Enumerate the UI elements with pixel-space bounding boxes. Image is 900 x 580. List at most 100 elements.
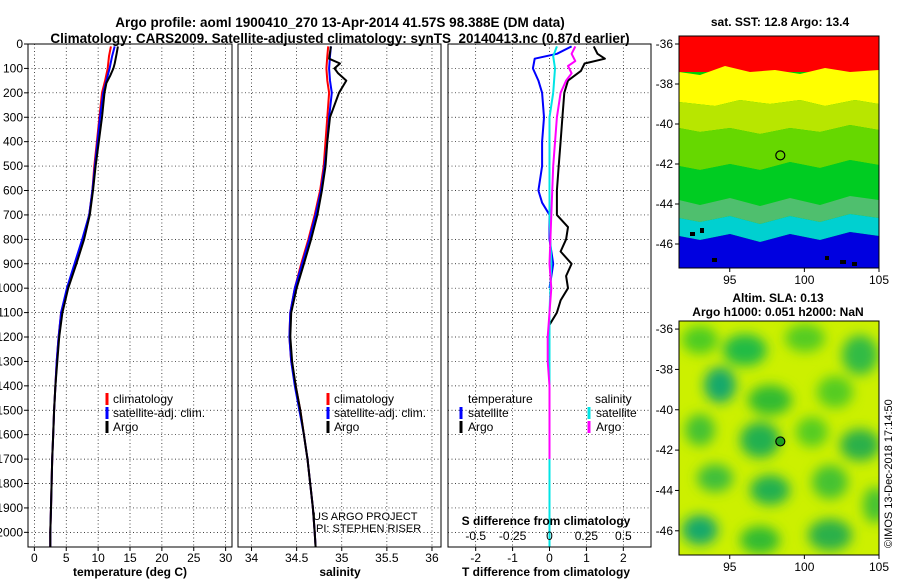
depth-tick-label: 1400	[0, 379, 23, 393]
depth-tick-label: 1300	[0, 354, 23, 368]
lon-tick-label: 105	[869, 273, 889, 287]
depth-tick-label: 300	[3, 110, 23, 124]
legend-argo-label: Argo	[334, 420, 360, 434]
s-diff-tick-label: 0.5	[615, 529, 632, 543]
sla-lat-axis: -36 -38 -40 -42 -44 -46	[656, 322, 679, 538]
depth-tick-label: 800	[3, 232, 23, 246]
salinity-xlabel: salinity	[319, 565, 361, 579]
depth-tick-label: 600	[3, 184, 23, 198]
sst-band-red	[679, 36, 879, 72]
difference-legend: temperature satellite Argo salinity sate…	[459, 392, 637, 434]
x-tick-label: 1	[583, 551, 590, 565]
salinity-legend: climatology satellite-adj. clim. Argo	[326, 392, 426, 434]
depth-tick-label: 400	[3, 135, 23, 149]
sst-band-yellow	[679, 66, 879, 106]
x-tick-label: 10	[91, 551, 105, 565]
legend-climatology-label: climatology	[113, 392, 173, 406]
lat-tick-label: -40	[656, 117, 674, 131]
depth-tick-label: 1200	[0, 330, 23, 344]
series-line-satellite-adj-clim-	[49, 46, 116, 547]
figure-title-line2: Climatology: CARS2009. Satellite-adjuste…	[50, 31, 629, 46]
x-tick-label: 34.5	[285, 551, 309, 565]
sst-map-title: sat. SST: 12.8 Argo: 13.4	[711, 15, 850, 29]
figure-title-line1: Argo profile: aoml 1900410_270 13-Apr-20…	[115, 15, 564, 30]
sla-blobs	[682, 324, 879, 554]
depth-tick-label: 1800	[0, 477, 23, 491]
legend-t-argo-label: Argo	[468, 420, 494, 434]
lat-tick-label: -36	[656, 322, 674, 336]
legend-s-argo-label: Argo	[596, 420, 622, 434]
depth-tick-label: 200	[3, 86, 23, 100]
s-diff-tick-label: 0.25	[575, 529, 599, 543]
lat-tick-label: -40	[656, 403, 674, 417]
legend-s-satellite-label: satellite	[596, 406, 637, 420]
lat-tick-label: -36	[656, 37, 674, 51]
lon-tick-label: 100	[794, 560, 814, 574]
temperature-legend: climatology satellite-adj. clim. Argo	[105, 392, 205, 434]
depth-tick-label: 1100	[0, 306, 23, 320]
depth-tick-label: 1500	[0, 403, 23, 417]
depth-tick-label: 0	[16, 37, 23, 51]
sst-profile-marker	[775, 150, 786, 161]
sst-band-cyan	[679, 214, 879, 242]
salinity-series	[288, 46, 348, 547]
sla-map-title: Altim. SLA: 0.13	[732, 291, 824, 305]
x-tick-label: 36	[425, 551, 439, 565]
x-tick-label: 5	[63, 551, 70, 565]
sst-band-green	[679, 160, 879, 206]
t-difference-label: T difference from climatology	[462, 565, 630, 579]
series-line-satellite-adj-clim-	[288, 46, 333, 547]
lat-tick-label: -46	[656, 524, 674, 538]
sla-map: Altim. SLA: 0.13 Argo h1000: 0.051 h2000…	[656, 291, 890, 574]
x-tick-label: 30	[219, 551, 233, 565]
temperature-xlabel: temperature (deg C)	[73, 565, 187, 579]
legend-argo-label: Argo	[113, 420, 139, 434]
legend-temperature-title: temperature	[468, 392, 533, 406]
sst-band-lightgreen	[679, 125, 879, 170]
x-tick-label: 15	[123, 551, 137, 565]
temperature-series	[49, 46, 119, 547]
series-line-s-argo	[546, 45, 577, 460]
difference-series	[531, 45, 606, 547]
s-diff-tick-label: -0.5	[465, 529, 486, 543]
series-line-t-argo	[548, 45, 606, 326]
salinity-gridlines	[238, 43, 441, 547]
sst-band-lime	[679, 100, 879, 134]
x-tick-label: -1	[507, 551, 518, 565]
depth-tick-label: 700	[3, 208, 23, 222]
temperature-gridlines	[28, 43, 232, 547]
sla-map-subtitle: Argo h1000: 0.051 h2000: NaN	[692, 305, 863, 319]
pi-credit: PI: STEPHEN RISER	[316, 523, 421, 535]
sst-lat-axis: -36 -38 -40 -42 -44 -46	[656, 37, 679, 251]
depth-tick-label: 1600	[0, 428, 23, 442]
depth-tick-label: 2000	[0, 525, 23, 539]
s-diff-tick-label: -0.25	[499, 529, 527, 543]
salinity-frame	[237, 43, 442, 548]
sla-profile-marker	[775, 436, 786, 447]
salinity-panel: 34 34.5 35 35.5 36 salinity climatology sate…	[237, 43, 442, 579]
temperature-panel: 0100200300400500600700800900100011001200…	[0, 37, 233, 579]
series-line-argo	[49, 46, 119, 547]
difference-t-axis: -2 -1 0 1 2	[470, 547, 627, 565]
depth-axis: 0 100 200 300 400 500 600 700 800 900 1000 1100 1200…	[0, 37, 28, 539]
depth-tick-label: 1000	[0, 281, 23, 295]
project-credit: US ARGO PROJECT	[313, 511, 418, 523]
difference-panel: -2 -1 0 1 2 -0.5 -0.25 0 0.25 0.5 S difference f…	[447, 43, 652, 579]
lat-tick-label: -38	[656, 362, 674, 376]
x-tick-label: 20	[155, 551, 169, 565]
x-tick-label: 2	[620, 551, 627, 565]
lon-tick-label: 105	[869, 560, 889, 574]
sst-map: sat. SST: 12.8 Argo: 13.4 -36 -38 -40 -42 -4…	[656, 15, 890, 287]
temperature-x-axis: 0 5 10 15 20 25 30	[31, 547, 233, 565]
sst-field	[679, 36, 879, 268]
lat-tick-label: -44	[656, 197, 674, 211]
legend-satellite-label: satellite-adj. clim.	[334, 406, 426, 420]
depth-tick-label: 100	[3, 61, 23, 75]
sst-frame	[678, 35, 880, 269]
sla-lon-axis: 95 100 105	[723, 555, 889, 574]
x-tick-label: 34	[245, 551, 259, 565]
series-line-argo	[289, 46, 348, 547]
sst-land-mask	[690, 228, 857, 266]
depth-tick-label: 1900	[0, 501, 23, 515]
